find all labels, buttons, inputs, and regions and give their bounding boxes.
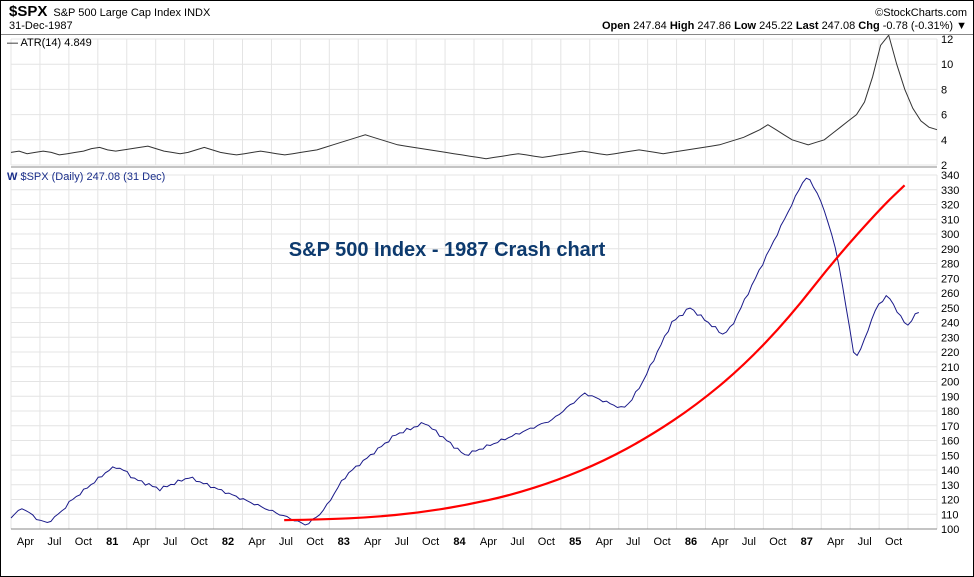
price-chart: 100 110 120 130 140 150 160 170 180 190 200 210 220 2… [1, 169, 973, 559]
svg-text:250: 250 [941, 303, 959, 315]
svg-text:87: 87 [801, 536, 813, 548]
chart-title-annotation: S&P 500 Index - 1987 Crash chart [289, 239, 605, 262]
svg-text:150: 150 [941, 450, 959, 462]
svg-text:320: 320 [941, 200, 959, 212]
svg-text:2: 2 [941, 160, 947, 169]
svg-text:Jul: Jul [742, 536, 756, 548]
ohlc-readout: Open 247.84 High 247.86 Low 245.22 Last … [602, 20, 967, 32]
svg-text:Apr: Apr [596, 536, 613, 548]
svg-text:84: 84 [453, 536, 466, 548]
svg-text:85: 85 [569, 536, 581, 548]
svg-text:Oct: Oct [885, 536, 902, 548]
header-row-2: 31-Dec-1987 Open 247.84 High 247.86 Low … [1, 20, 973, 35]
svg-text:330: 330 [941, 185, 959, 197]
svg-text:Jul: Jul [395, 536, 409, 548]
svg-text:6: 6 [941, 110, 947, 122]
svg-text:280: 280 [941, 259, 959, 271]
ticker-symbol: $SPX [9, 3, 47, 20]
svg-text:Oct: Oct [306, 536, 323, 548]
svg-text:12: 12 [941, 35, 953, 46]
source-attr: ©StockCharts.com [875, 7, 967, 19]
svg-text:160: 160 [941, 436, 959, 448]
svg-text:260: 260 [941, 288, 959, 300]
svg-text:10: 10 [941, 59, 953, 71]
ticker-desc: S&P 500 Large Cap Index INDX [53, 7, 210, 19]
svg-text:Oct: Oct [654, 536, 671, 548]
svg-text:Jul: Jul [858, 536, 872, 548]
svg-text:300: 300 [941, 229, 959, 241]
svg-text:86: 86 [685, 536, 697, 548]
svg-text:Apr: Apr [480, 536, 497, 548]
svg-text:Jul: Jul [47, 536, 61, 548]
svg-text:290: 290 [941, 244, 959, 256]
svg-text:82: 82 [222, 536, 234, 548]
svg-text:310: 310 [941, 214, 959, 226]
svg-text:Apr: Apr [827, 536, 844, 548]
svg-text:Jul: Jul [163, 536, 177, 548]
atr-chart: 2 4 6 8 10 12 [1, 35, 973, 169]
svg-text:Apr: Apr [364, 536, 381, 548]
svg-text:190: 190 [941, 391, 959, 403]
svg-text:340: 340 [941, 170, 959, 182]
svg-text:Apr: Apr [133, 536, 150, 548]
svg-text:130: 130 [941, 480, 959, 492]
svg-text:170: 170 [941, 421, 959, 433]
svg-text:100: 100 [941, 524, 959, 536]
svg-text:220: 220 [941, 347, 959, 359]
svg-text:Oct: Oct [191, 536, 208, 548]
svg-text:210: 210 [941, 362, 959, 374]
atr-panel: — ATR(14) 4.849 2 4 6 8 10 12 [1, 35, 973, 169]
svg-text:Jul: Jul [279, 536, 293, 548]
svg-text:Jul: Jul [626, 536, 640, 548]
svg-text:Apr: Apr [17, 536, 34, 548]
chart-date: 31-Dec-1987 [9, 20, 73, 32]
svg-text:83: 83 [338, 536, 350, 548]
svg-text:230: 230 [941, 332, 959, 344]
svg-text:4: 4 [941, 135, 947, 147]
svg-text:Oct: Oct [75, 536, 92, 548]
svg-text:200: 200 [941, 377, 959, 389]
svg-text:81: 81 [106, 536, 118, 548]
atr-indicator-label: — ATR(14) 4.849 [7, 37, 92, 49]
svg-text:110: 110 [941, 509, 959, 521]
chart-container: $SPX S&P 500 Large Cap Index INDX ©Stock… [0, 0, 974, 577]
svg-text:Apr: Apr [711, 536, 728, 548]
svg-text:Oct: Oct [422, 536, 439, 548]
svg-text:120: 120 [941, 495, 959, 507]
svg-text:8: 8 [941, 84, 947, 96]
svg-text:Oct: Oct [538, 536, 555, 548]
price-series-label: W $SPX (Daily) 247.08 (31 Dec) [7, 171, 165, 183]
svg-text:240: 240 [941, 318, 959, 330]
svg-text:180: 180 [941, 406, 959, 418]
price-panel: W $SPX (Daily) 247.08 (31 Dec) S&P 500 I… [1, 169, 973, 559]
svg-text:270: 270 [941, 273, 959, 285]
svg-text:Oct: Oct [769, 536, 786, 548]
header-row-1: $SPX S&P 500 Large Cap Index INDX ©Stock… [1, 1, 973, 20]
svg-text:Apr: Apr [248, 536, 265, 548]
svg-text:140: 140 [941, 465, 959, 477]
svg-text:Jul: Jul [510, 536, 524, 548]
